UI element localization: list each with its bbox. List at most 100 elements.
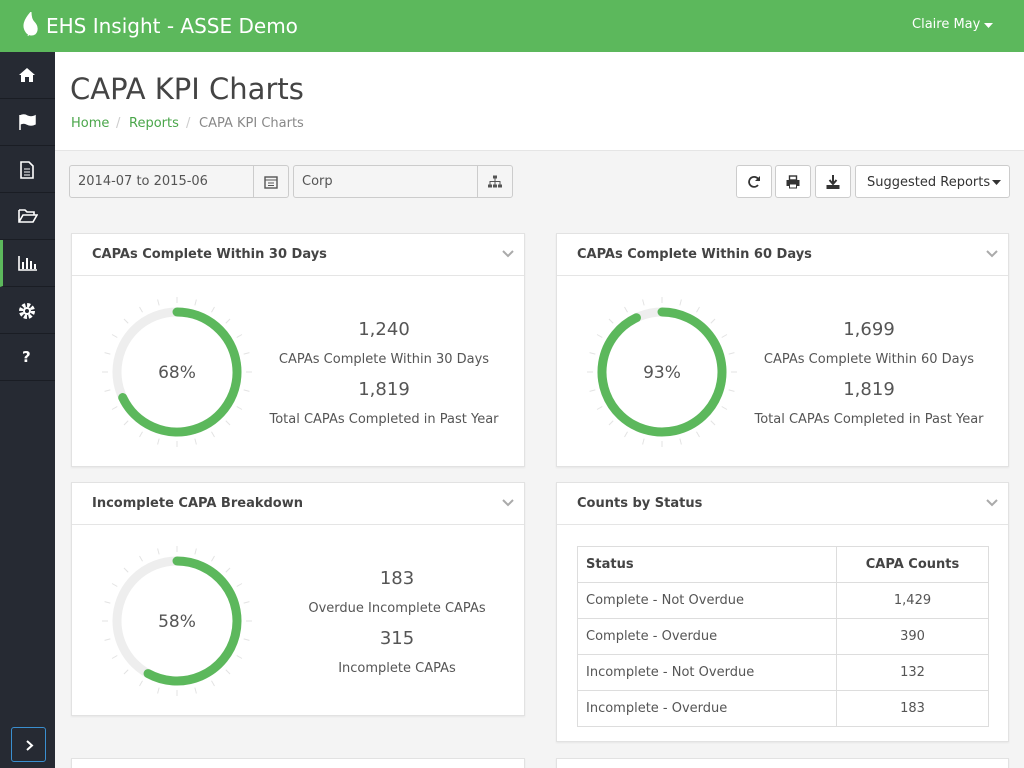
stat-label: Total CAPAs Completed in Past Year (754, 412, 984, 427)
count-cell: 1,429 (836, 582, 989, 619)
print-button[interactable] (775, 165, 811, 198)
count-cell: 132 (836, 654, 989, 691)
kpi-panel: Incomplete CAPA Breakdown 58% 183 Overdue I… (71, 482, 525, 716)
stat-value: 1,240 (358, 319, 410, 340)
gauge-scale-decoration (236, 655, 243, 659)
stat-label: Total CAPAs Completed in Past Year (269, 412, 499, 427)
gauge-scale-decoration (157, 299, 160, 306)
refresh-button[interactable] (736, 165, 772, 198)
count-cell: 183 (836, 690, 989, 727)
gauge-scale-decoration (104, 389, 111, 392)
panel-title: CAPAs Complete Within 60 Days (577, 247, 812, 262)
gauge-scale-decoration (642, 299, 645, 306)
nav-reports[interactable] (0, 240, 55, 287)
gauge: 68% (102, 297, 252, 447)
table-row: Incomplete - Overdue 183 (577, 690, 989, 727)
collapse-chevron[interactable] (986, 250, 998, 258)
panel-title: Incomplete CAPA Breakdown (92, 496, 303, 511)
status-cell: Complete - Overdue (577, 618, 837, 655)
panel-header: CAPAs Complete Within 60 Days (557, 234, 1008, 276)
brand[interactable]: EHS Insight - ASSE Demo (46, 14, 298, 38)
suggested-reports-dropdown[interactable]: Suggested Reports (855, 165, 1010, 198)
collapse-chevron[interactable] (986, 499, 998, 507)
gauge-scale-decoration (596, 334, 603, 338)
location-input[interactable]: Corp (293, 165, 478, 198)
count-cell: 390 (836, 618, 989, 655)
gauge-arc (118, 307, 242, 437)
gauge-scale-decoration (679, 299, 682, 306)
gauge-scale-decoration (139, 555, 143, 562)
gauge-scale-decoration (104, 638, 111, 641)
gauge-scale-decoration (596, 406, 603, 410)
gauge: 93% (587, 297, 737, 447)
table-header-row: Status CAPA Counts (577, 546, 989, 583)
panel-header: Counts by Status (557, 483, 1008, 525)
nav-flag[interactable] (0, 99, 55, 146)
download-button[interactable] (815, 165, 851, 198)
gauge: 58% (102, 546, 252, 696)
gauge-scale-decoration (696, 431, 700, 438)
gauge-scale-decoration (211, 680, 215, 687)
gauge-scale-decoration (728, 352, 735, 355)
gauge-scale-decoration (589, 352, 596, 355)
gauge-scale-decoration (243, 601, 250, 604)
hierarchy-button[interactable] (477, 165, 513, 198)
gauge-scale-decoration (194, 299, 197, 306)
suggested-reports-label[interactable]: Suggested Reports (867, 175, 991, 190)
gauge-scale-decoration (642, 438, 645, 445)
gauge-label: 93% (643, 363, 681, 383)
nav-settings[interactable] (0, 287, 55, 334)
breadcrumb-separator: / (186, 116, 191, 131)
gauge-scale-decoration (728, 389, 735, 392)
gauge-scale-decoration (236, 583, 243, 587)
gauge-scale-decoration (157, 687, 160, 694)
nav-folders[interactable] (0, 193, 55, 240)
gauge-scale-decoration (608, 318, 614, 324)
collapse-chevron[interactable] (502, 250, 514, 258)
gauge-scale-decoration (710, 318, 716, 324)
date-range-input[interactable]: 2014-07 to 2015-06 (69, 165, 254, 198)
gauge-scale-decoration (243, 352, 250, 355)
stat-value: 1,819 (843, 379, 895, 400)
breadcrumb-separator: / (116, 116, 121, 131)
sidebar-toggle[interactable] (11, 727, 46, 762)
calendar-button[interactable] (253, 165, 289, 198)
gauge-scale-decoration (157, 548, 160, 555)
breadcrumb-current: CAPA KPI Charts (199, 116, 304, 131)
gauge-arc (143, 556, 242, 686)
caret (992, 179, 1001, 185)
gauge-scale-decoration (225, 318, 231, 324)
user-name[interactable]: Claire May (912, 17, 981, 32)
column-header: CAPA Counts (836, 546, 989, 583)
stat-value: 1,819 (358, 379, 410, 400)
user-menu[interactable]: Claire May (912, 17, 994, 32)
nav-help[interactable]: ? (0, 334, 55, 381)
gauge-scale-decoration (721, 334, 728, 338)
gauge-scale-decoration (696, 306, 700, 313)
gauge-scale-decoration (225, 567, 231, 573)
page-header (55, 52, 1024, 151)
gauge-scale-decoration (211, 431, 215, 438)
gauge-scale-decoration (139, 680, 143, 687)
gauge-label: 68% (158, 363, 196, 383)
stat-label: Overdue Incomplete CAPAs (308, 601, 486, 616)
gauge-scale-decoration (679, 438, 682, 445)
gauge-scale-decoration (243, 389, 250, 392)
table-row: Complete - Not Overdue 1,429 (577, 582, 989, 619)
nav-home[interactable] (0, 52, 55, 99)
gauge-scale-decoration (236, 406, 243, 410)
status-cell: Incomplete - Not Overdue (577, 654, 837, 691)
breadcrumb-link[interactable]: Home (71, 116, 110, 131)
collapse-chevron[interactable] (502, 499, 514, 507)
status-cell: Incomplete - Overdue (577, 690, 837, 727)
panel-partial (71, 758, 525, 768)
breadcrumb-link[interactable]: Reports (129, 116, 179, 131)
stat-value: 1,699 (843, 319, 895, 340)
nav-documents[interactable] (0, 146, 55, 193)
gauge-scale-decoration (225, 420, 231, 426)
panel-partial (556, 758, 1009, 768)
help-icon[interactable]: ? (22, 348, 31, 366)
gauge-scale-decoration (111, 334, 118, 338)
panel-title: Counts by Status (577, 496, 703, 511)
